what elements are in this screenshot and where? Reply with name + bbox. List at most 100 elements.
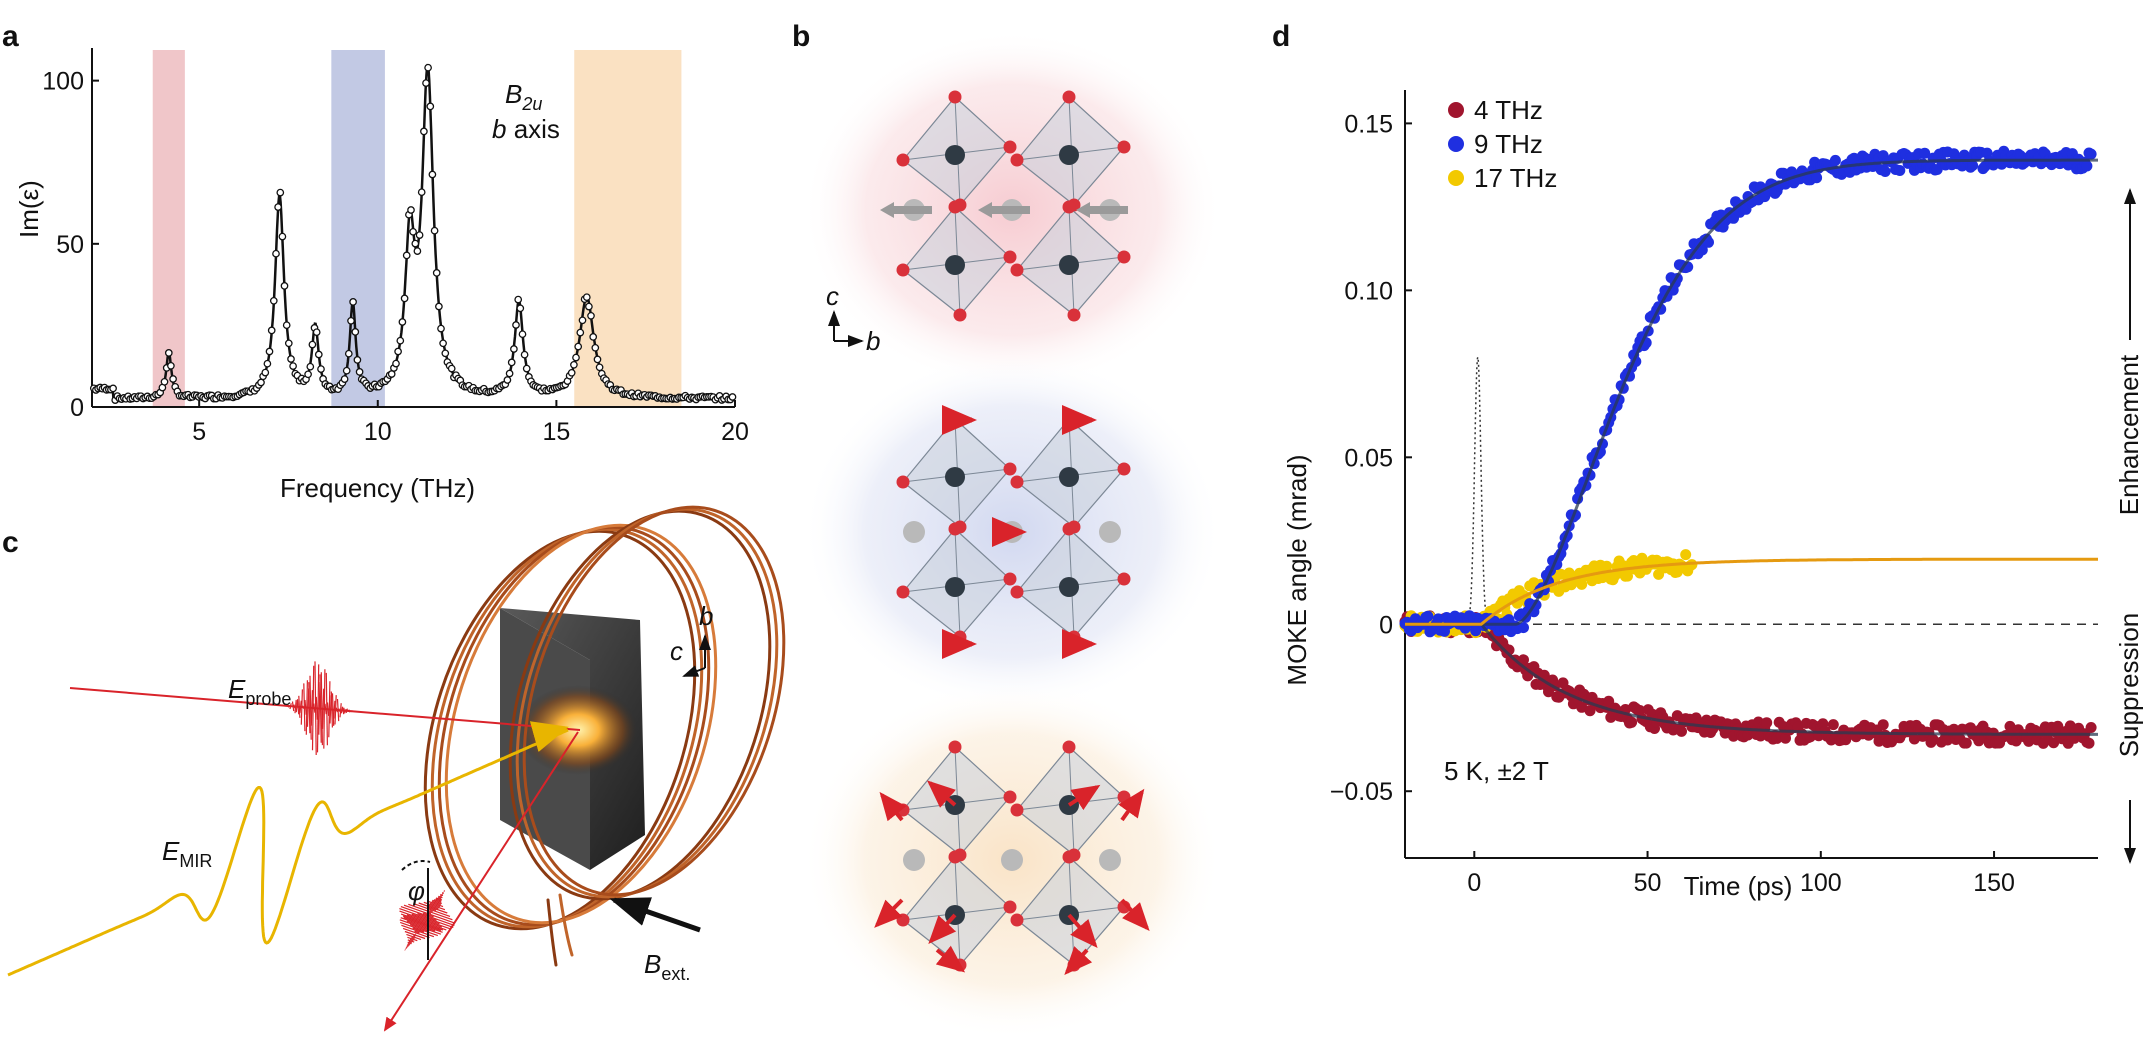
data-point [411, 239, 420, 248]
data-point [1470, 625, 1482, 637]
data-point [518, 330, 527, 339]
x-tick-label: 50 [1634, 869, 1662, 897]
data-point [1703, 236, 1714, 248]
data-point [2052, 720, 2064, 732]
data-point [447, 364, 456, 373]
probe-oscillation [299, 700, 302, 714]
data-point [1877, 719, 1889, 731]
oxygen-atom [896, 475, 910, 489]
data-point [355, 368, 364, 376]
data-point [398, 318, 407, 326]
data-point [1676, 725, 1687, 737]
panel-a-axes: 5 10 15 20 0 50 100 [42, 48, 749, 446]
reflected-oscillation [439, 895, 443, 897]
data-point [1967, 160, 1979, 171]
panel-a: a 5 10 15 20 0 50 100 B2u b axis Im(ε) Frequen… [2, 20, 749, 503]
reflected-oscillation [407, 939, 415, 943]
legend-marker [1448, 136, 1464, 152]
data-point [2085, 722, 2097, 733]
reflected-oscillation [428, 900, 444, 908]
probe-oscillation [301, 705, 305, 709]
oxygen-atom [953, 308, 967, 322]
oxygen-atom [1117, 790, 1131, 804]
data-point [1680, 549, 1692, 561]
metal-atom [1059, 145, 1079, 165]
oxygen-atom [1003, 140, 1017, 154]
reflected-oscillation [408, 903, 453, 921]
reflected-oscillation [428, 904, 439, 910]
reflected-oscillation [429, 909, 433, 913]
probe-oscillation [333, 700, 336, 719]
probe-oscillation [353, 710, 356, 713]
data-point [424, 63, 432, 72]
oxygen-atom [1062, 200, 1076, 214]
reflected-oscillation [418, 902, 448, 914]
data-point [2081, 160, 2093, 172]
probe-oscillation [345, 708, 348, 714]
oxygen-atom [948, 850, 962, 864]
probe-oscillation [348, 709, 351, 713]
x-tick-label: 0 [1467, 869, 1481, 897]
reflected-oscillation [407, 941, 412, 945]
data-point [1908, 733, 1920, 745]
oxygen-atom [948, 522, 962, 536]
data-point [430, 226, 439, 235]
series-9-thz [1399, 145, 2097, 638]
panel-c-label: c [2, 526, 19, 559]
data-point [512, 321, 520, 329]
probe-oscillation [325, 672, 328, 746]
data-point [407, 206, 415, 214]
probe-oscillation [323, 669, 326, 749]
data-point [1960, 737, 1972, 749]
data-point [308, 340, 317, 349]
x-tick-label: 20 [721, 418, 749, 446]
oxygen-atom [896, 585, 910, 599]
probe-oscillation [335, 707, 338, 713]
panel-d-data [1399, 145, 2098, 749]
probe-oscillation [311, 665, 315, 751]
axes-indicator: c b [826, 281, 880, 356]
metal-atom [1059, 467, 1079, 487]
oxygen-atom [1003, 572, 1017, 586]
probe-oscillation [336, 698, 340, 722]
y-tick-label: 50 [56, 231, 84, 259]
probe-oscillation [341, 706, 345, 715]
data-point [1518, 622, 1529, 634]
oxygen-atom [896, 153, 910, 167]
data-point [342, 366, 351, 375]
probe-oscillation [293, 704, 296, 709]
data-point [278, 232, 287, 241]
reflected-oscillation [435, 898, 442, 902]
data-point [287, 355, 295, 363]
data-point [420, 127, 428, 136]
data-point [284, 339, 293, 348]
oxygen-atom [896, 263, 910, 277]
probe-oscillation [320, 672, 323, 746]
data-point [306, 362, 315, 371]
probe-oscillation [315, 696, 318, 720]
y-tick-label: 0.05 [1344, 444, 1393, 472]
data-point [507, 358, 516, 367]
reflected-oscillation [406, 933, 422, 941]
mir-arrowhead [529, 721, 569, 753]
x-tick-label: 5 [192, 418, 206, 446]
a-site-atom [903, 849, 925, 871]
panel-a-ylabel: Im(ε) [14, 180, 44, 238]
reflected-oscillation [400, 921, 438, 937]
axis-b-label-c: b [699, 601, 713, 631]
oxygen-atom [948, 200, 962, 214]
a-site-arrowhead [880, 202, 894, 218]
data-point [576, 328, 585, 337]
pump-pulse [1457, 356, 1502, 626]
shaded-band-1 [331, 50, 385, 407]
data-point [167, 361, 175, 370]
oxygen-atom [896, 913, 910, 927]
reflected-oscillation [400, 913, 447, 931]
probe-oscillation [304, 699, 307, 715]
panel-d-xlabel: Time (ps) [1684, 871, 1793, 901]
data-point [1829, 154, 1841, 166]
y-tick-label: 0.10 [1344, 277, 1393, 305]
data-point [289, 362, 297, 370]
probe-oscillation [308, 682, 311, 734]
probe-oscillation [347, 709, 350, 712]
